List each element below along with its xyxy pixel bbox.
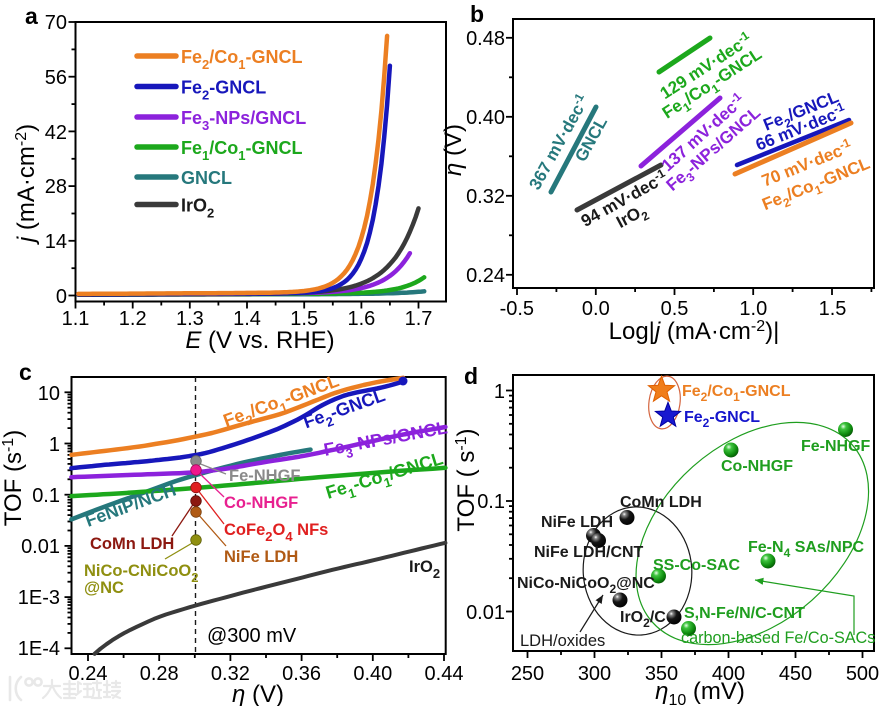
- svg-text:0.40: 0.40: [466, 107, 505, 129]
- svg-text:Fe1/Co1-GNCL: Fe1/Co1-GNCL: [181, 138, 302, 163]
- svg-text:Fe2/Co1-GNCL: Fe2/Co1-GNCL: [682, 383, 791, 404]
- svg-text:b: b: [470, 1, 484, 27]
- svg-text:FeNiP/NCH: FeNiP/NCH: [83, 479, 179, 530]
- svg-text:1: 1: [49, 434, 60, 456]
- svg-text:Log|j (mA·cm-2)|: Log|j (mA·cm-2)|: [609, 318, 780, 345]
- svg-text:0.32: 0.32: [211, 663, 250, 685]
- svg-text:GNCL: GNCL: [181, 168, 232, 188]
- svg-text:NiCo-NiCoO2@NC: NiCo-NiCoO2@NC: [517, 575, 655, 596]
- svg-text:TOF ( s-1): TOF ( s-1): [453, 428, 480, 531]
- svg-text:Fe-N4 SAs/NPC: Fe-N4 SAs/NPC: [748, 539, 864, 560]
- svg-text:1.7: 1.7: [405, 308, 433, 330]
- svg-text:56: 56: [45, 67, 67, 89]
- svg-text:0.01: 0.01: [21, 536, 60, 558]
- svg-text:@300 mV: @300 mV: [207, 625, 297, 647]
- svg-text:1.0: 1.0: [739, 298, 767, 320]
- svg-text:CoMn LDH: CoMn LDH: [620, 494, 702, 511]
- svg-text:η (V): η (V): [232, 681, 284, 706]
- svg-text:0.0: 0.0: [582, 298, 610, 320]
- svg-text:CoFe2O4 NFs: CoFe2O4 NFs: [224, 521, 328, 544]
- svg-text:1.1: 1.1: [62, 308, 90, 330]
- svg-text:450: 450: [779, 663, 812, 685]
- svg-text:Co-NHGF: Co-NHGF: [224, 494, 298, 512]
- svg-text:η (V): η (V): [440, 124, 467, 176]
- svg-text:0.28: 0.28: [140, 663, 179, 685]
- svg-text:IrO2/C: IrO2/C: [620, 609, 666, 630]
- svg-text:NiFe LDH/CNT: NiFe LDH/CNT: [534, 544, 644, 561]
- svg-text:SS-Co-SAC: SS-Co-SAC: [653, 557, 741, 574]
- svg-text:1E-3: 1E-3: [18, 587, 60, 609]
- svg-text:CoMn LDH: CoMn LDH: [90, 535, 174, 553]
- svg-text:Fe3-NPs/GNCL: Fe3-NPs/GNCL: [181, 108, 306, 133]
- svg-text:IrO2: IrO2: [181, 196, 214, 221]
- svg-text:1.5: 1.5: [290, 308, 318, 330]
- svg-text:0.48: 0.48: [466, 28, 505, 50]
- svg-text:0.32: 0.32: [466, 186, 505, 208]
- svg-text:NiFe LDH: NiFe LDH: [541, 514, 613, 531]
- svg-text:350: 350: [645, 663, 678, 685]
- svg-text:carbon-based Fe/Co-SACs: carbon-based Fe/Co-SACs: [681, 629, 875, 647]
- svg-text:1.3: 1.3: [176, 308, 204, 330]
- svg-text:0.01: 0.01: [466, 602, 505, 624]
- svg-text:14: 14: [45, 231, 67, 253]
- svg-text:0.24: 0.24: [69, 663, 108, 685]
- svg-text:Co-NHGF: Co-NHGF: [721, 458, 793, 475]
- svg-text:IrO2: IrO2: [409, 558, 440, 581]
- svg-text:500: 500: [846, 663, 879, 685]
- svg-text:LDH/oxides: LDH/oxides: [520, 632, 605, 650]
- svg-text:0.44: 0.44: [425, 663, 464, 685]
- svg-text:NiCo-CNiCoO2: NiCo-CNiCoO2: [84, 562, 198, 585]
- svg-text:-0.5: -0.5: [500, 298, 534, 320]
- svg-text:0.40: 0.40: [353, 663, 392, 685]
- svg-text:0.24: 0.24: [466, 265, 505, 287]
- svg-text:η10 (mV): η10 (mV): [655, 678, 745, 706]
- svg-text:0.1: 0.1: [32, 485, 60, 507]
- svg-text:Fe1-Co1/GNCL: Fe1-Co1/GNCL: [323, 448, 446, 507]
- svg-text:d: d: [464, 363, 478, 389]
- svg-text:Fe-NHGF: Fe-NHGF: [229, 467, 301, 485]
- svg-text:j (mA·cm-2): j (mA·cm-2): [13, 124, 40, 245]
- svg-text:Fe-NHGF: Fe-NHGF: [801, 438, 871, 455]
- svg-text:1: 1: [494, 381, 505, 403]
- svg-text:250: 250: [511, 663, 544, 685]
- svg-text:1.4: 1.4: [233, 308, 261, 330]
- svg-text:c: c: [19, 359, 32, 385]
- svg-text:0.5: 0.5: [661, 298, 689, 320]
- svg-text:a: a: [25, 3, 38, 29]
- svg-text:0.1: 0.1: [477, 491, 505, 513]
- svg-text:1.2: 1.2: [119, 308, 147, 330]
- svg-text:@NC: @NC: [84, 579, 124, 597]
- svg-text:1.6: 1.6: [347, 308, 375, 330]
- svg-text:E (V vs. RHE): E (V vs. RHE): [185, 327, 334, 354]
- svg-text:10: 10: [38, 383, 60, 405]
- svg-text:Fe2-GNCL: Fe2-GNCL: [684, 409, 760, 430]
- svg-text:1.5: 1.5: [819, 298, 847, 320]
- svg-text:Fe2/Co1-GNCL: Fe2/Co1-GNCL: [181, 47, 302, 72]
- svg-text:70: 70: [45, 12, 67, 34]
- svg-text:S,N-Fe/N/C-CNT: S,N-Fe/N/C-CNT: [684, 605, 805, 622]
- svg-text:400: 400: [712, 663, 745, 685]
- svg-text:0: 0: [56, 286, 67, 308]
- svg-text:0.36: 0.36: [282, 663, 321, 685]
- svg-text:NiFe LDH: NiFe LDH: [224, 548, 298, 566]
- svg-text:Fe2-GNCL: Fe2-GNCL: [181, 78, 266, 103]
- svg-text:42: 42: [45, 122, 67, 144]
- svg-text:1E-4: 1E-4: [18, 638, 60, 660]
- svg-text:300: 300: [578, 663, 611, 685]
- svg-text:TOF (s-1): TOF (s-1): [0, 430, 27, 526]
- svg-text:28: 28: [45, 176, 67, 198]
